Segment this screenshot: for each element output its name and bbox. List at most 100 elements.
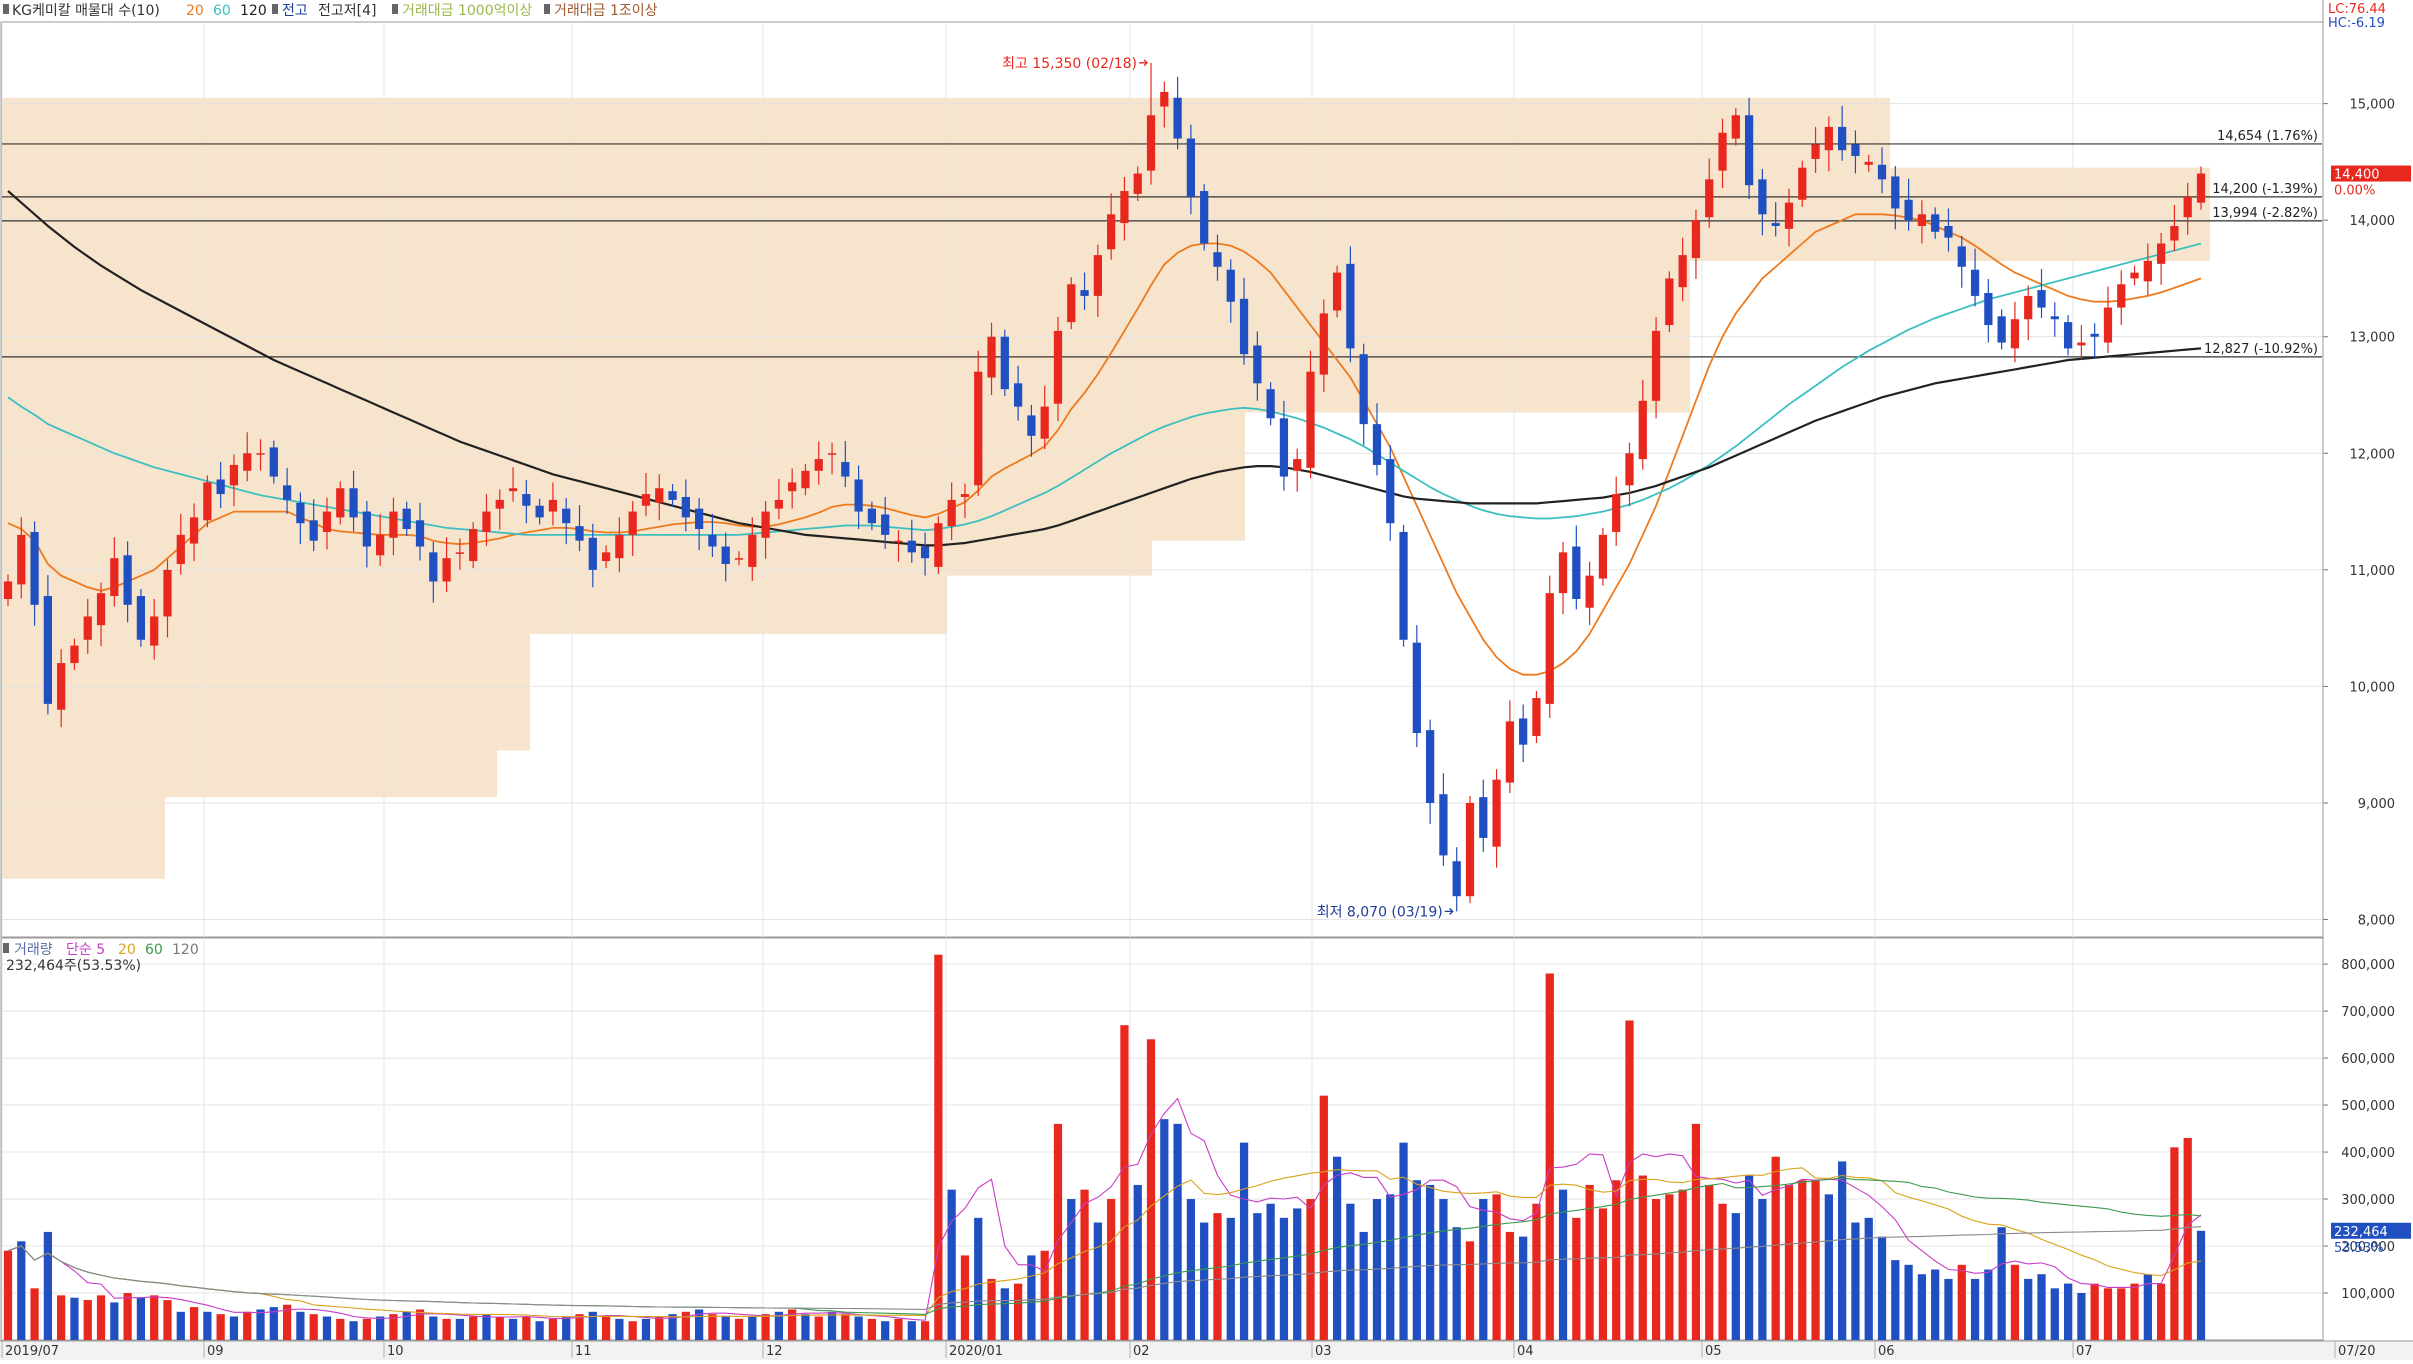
volume-bar — [974, 1217, 983, 1340]
volume-bar — [176, 1311, 185, 1340]
volume-bar — [881, 1321, 890, 1340]
volume-bar — [1532, 1203, 1541, 1340]
volume-bar — [2183, 1137, 2192, 1340]
candle-body — [827, 453, 837, 455]
candle-body — [150, 616, 159, 646]
candle-body — [1997, 316, 2006, 343]
candle-body — [615, 534, 624, 559]
volume-bar — [801, 1314, 810, 1340]
volume-bar — [1917, 1274, 1927, 1340]
ma60-legend: 60 — [213, 3, 231, 19]
level-lines: 14,654 (1.76%) 14,200 (-1.39%) 13,994 (-2.… — [2, 129, 2322, 358]
candle-body — [774, 499, 783, 509]
x-tick-label: 05 — [1705, 1344, 1722, 1359]
volume-bar — [1107, 1199, 1116, 1340]
volume-bar — [349, 1321, 358, 1340]
x-tick-label: 02 — [1133, 1344, 1150, 1359]
volume-ma120-legend: 120 — [172, 942, 199, 958]
candle-body — [1731, 115, 1740, 139]
candle-body — [163, 569, 172, 617]
x-tick-label: 07 — [2076, 1344, 2093, 1359]
candle-body — [814, 459, 823, 471]
candle-body — [389, 511, 398, 538]
volume-bar — [1412, 1180, 1421, 1340]
volume-bar — [827, 1311, 837, 1340]
volume-bar — [2130, 1283, 2139, 1340]
candle-body — [282, 485, 292, 500]
candle-body — [2183, 196, 2192, 218]
low-annotation: 최저 8,070 (03/19) — [1317, 904, 1443, 920]
candle-body — [1146, 115, 1156, 171]
volume-legend: 거래량 단순 5 20 60 120 232,464주(53.53%) — [3, 942, 199, 974]
candle-body — [1771, 223, 1780, 226]
candle-body — [1891, 176, 1900, 209]
candle-body — [1067, 284, 1076, 323]
candle-body — [1824, 126, 1833, 151]
volume-title[interactable]: 거래량 — [14, 942, 53, 958]
volume-bar — [934, 954, 943, 1340]
volume-bar — [1319, 1095, 1328, 1340]
volume-profile-bar — [2, 470, 1245, 541]
candle-body — [2063, 322, 2073, 349]
volume-bar — [2010, 1264, 2020, 1340]
volume-bar — [987, 1278, 996, 1340]
candle-body — [1970, 269, 1980, 296]
volume-bar — [1013, 1283, 1023, 1340]
candle-body — [336, 488, 345, 518]
volume-bar — [615, 1318, 624, 1340]
price-tick-label: 12,000 — [2350, 447, 2396, 462]
volume-bar — [1000, 1288, 1009, 1340]
candle-body — [562, 508, 571, 524]
candle-body — [429, 552, 438, 582]
volume-bar — [482, 1314, 491, 1340]
x-axis-band — [0, 1341, 2413, 1360]
x-tick-label: 12 — [766, 1344, 783, 1359]
level-label: 14,200 (-1.39%) — [2212, 182, 2318, 197]
volume-bar — [1984, 1269, 1993, 1340]
candle-body — [1053, 330, 1063, 404]
volume-bar — [668, 1314, 677, 1340]
volume-bar — [920, 1321, 930, 1340]
level-label: 14,654 (1.76%) — [2217, 129, 2318, 144]
volume-ma60-legend: 60 — [145, 942, 163, 958]
candle-body — [1691, 220, 1701, 259]
volume-tick-label: 200,000 — [2341, 1240, 2395, 1255]
price-tick-label: 9,000 — [2358, 797, 2395, 812]
candle-body — [681, 496, 690, 518]
volume-ma20-legend: 20 — [118, 942, 136, 958]
volume-bar — [1638, 1175, 1647, 1340]
volume-bar — [1213, 1213, 1222, 1340]
volume-bar — [2077, 1293, 2086, 1340]
volume-bar — [1399, 1142, 1408, 1340]
candle-body — [309, 520, 318, 541]
volume-bar — [336, 1318, 345, 1340]
candle-body — [2130, 272, 2139, 279]
volume-bar — [2157, 1283, 2166, 1340]
candle-body — [1359, 354, 1368, 425]
high-arrow-icon — [1139, 59, 1148, 67]
volume-bar — [1120, 1025, 1129, 1340]
volume-bar — [1239, 1142, 1249, 1340]
volume-bar — [1651, 1199, 1661, 1340]
volume-profile-bar — [2, 633, 530, 681]
current-volume-pct: 53.53% — [2334, 1241, 2384, 1256]
volume-ma-line — [7, 1097, 2202, 1321]
candle-body — [1957, 246, 1966, 267]
price-title[interactable]: KG케미칼 매물대 수(10) — [12, 3, 160, 19]
candle-body — [1133, 173, 1142, 194]
volume-tick-label: 800,000 — [2341, 958, 2395, 973]
candle-body — [1173, 97, 1182, 139]
volume-bar — [562, 1316, 571, 1340]
candle-body — [203, 482, 212, 521]
candle-body — [1412, 642, 1421, 734]
current-price-badge — [2331, 165, 2411, 182]
volume-bar — [681, 1311, 690, 1340]
candle-body — [415, 520, 425, 547]
volume-bar — [761, 1314, 770, 1340]
volume-tick-label: 100,000 — [2341, 1287, 2395, 1302]
volume-bar — [748, 1316, 757, 1340]
level-label: 13,994 (-2.82%) — [2212, 206, 2318, 221]
candle-body — [1558, 552, 1568, 594]
candle-body — [362, 511, 371, 547]
